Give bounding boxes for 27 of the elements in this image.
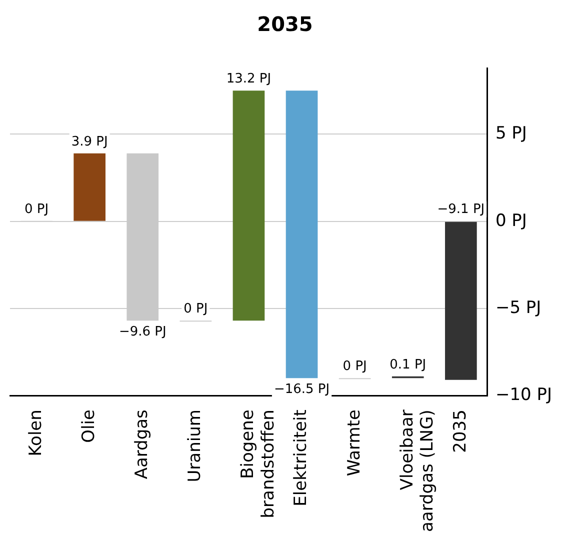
chart-title: 2035 — [257, 12, 313, 36]
y-tick-label: 0 PJ — [495, 210, 527, 231]
x-tick-label: Kolen — [26, 410, 46, 456]
x-tick-label: Warmte — [344, 410, 364, 476]
x-tick-label: Aardgas — [132, 409, 152, 480]
bar — [445, 222, 477, 380]
x-tick-label: Biogene brandstoffen — [238, 410, 279, 518]
y-tick-label: 5 PJ — [495, 124, 527, 144]
y-tick-label: −10 PJ — [495, 385, 552, 406]
data-label: 0.1 PJ — [390, 357, 426, 372]
data-label: −9.6 PJ — [118, 324, 166, 340]
x-tick-label: Uranium — [185, 410, 206, 482]
data-label: 0 PJ — [24, 202, 49, 218]
x-tick-label: 2035 — [450, 410, 470, 453]
x-tick-label: Olie — [79, 410, 99, 443]
bar — [286, 90, 318, 378]
data-label: −9.1 PJ — [437, 202, 485, 218]
data-label: 3.9 PJ — [71, 134, 108, 150]
data-label: 0 PJ — [184, 302, 208, 317]
data-label: −16.5 PJ — [274, 382, 330, 398]
x-tick-label: Elektriciteit — [291, 409, 312, 506]
data-label: 0 PJ — [342, 359, 367, 374]
bar — [74, 153, 106, 221]
x-tick-label: Vloeibaar aardgas (LNG) — [397, 410, 438, 532]
bar — [232, 90, 265, 321]
y-tick-label: −5 PJ — [495, 298, 542, 318]
data-label: 13.2 PJ — [226, 72, 272, 87]
